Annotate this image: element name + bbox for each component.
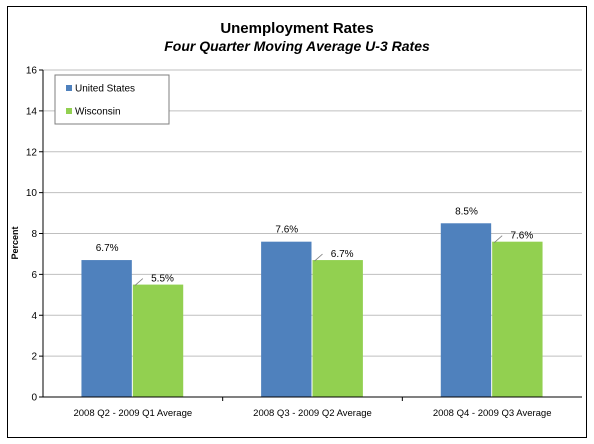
y-tick-label: 10	[26, 188, 38, 199]
chart-title: Unemployment Rates	[220, 20, 373, 37]
data-label-leader	[134, 278, 144, 286]
legend-swatch-wisconsin	[66, 108, 72, 114]
x-category-label: 2008 Q4 - 2009 Q3 Average	[433, 408, 552, 419]
bar-united-states	[440, 223, 492, 397]
data-label-wisconsin: 7.6%	[510, 231, 533, 242]
y-tick-label: 14	[26, 106, 38, 117]
y-tick-label: 16	[26, 66, 38, 77]
bar-wisconsin	[132, 284, 184, 397]
bar-wisconsin	[492, 241, 543, 397]
axes: 0 2 4 6 8 10 12 14 16 2008 Q2 - 2009 Q1 Average 20…	[26, 66, 582, 419]
data-labels: 6.7% 5.5% 7.6% 6.7% 8.5% 7.6%	[96, 206, 533, 286]
bar-wisconsin	[312, 260, 363, 397]
legend-swatch-united-states	[66, 85, 72, 91]
legend-label-wisconsin: Wisconsin	[75, 107, 121, 118]
chart-canvas: Unemployment Rates Four Quarter Moving A…	[10, 20, 582, 419]
chart-subtitle: Four Quarter Moving Average U-3 Rates	[164, 38, 430, 54]
y-tick-label: 6	[31, 270, 37, 281]
y-tick-label: 12	[26, 147, 38, 158]
data-label-wisconsin: 5.5%	[151, 274, 174, 285]
data-label-united-states: 6.7%	[96, 243, 119, 254]
legend-label-united-states: United States	[75, 84, 135, 95]
y-tick-label: 8	[31, 229, 37, 240]
y-tick-label: 0	[31, 393, 37, 404]
y-axis-title: Percent	[10, 226, 20, 259]
data-label-leader	[314, 253, 323, 262]
data-label-united-states: 8.5%	[455, 206, 478, 217]
x-category-label: 2008 Q3 - 2009 Q2 Average	[253, 408, 372, 419]
y-tick-label: 4	[31, 311, 37, 322]
data-label-wisconsin: 6.7%	[331, 249, 354, 260]
x-category-label: 2008 Q2 - 2009 Q1 Average	[73, 408, 192, 419]
bar-united-states	[81, 260, 132, 397]
bars	[81, 223, 543, 397]
chart-frame: Unemployment Rates Four Quarter Moving A…	[7, 6, 587, 438]
legend-box	[54, 74, 170, 125]
y-tick-label: 2	[31, 352, 37, 363]
data-label-united-states: 7.6%	[275, 225, 298, 236]
legend: United States Wisconsin	[54, 74, 170, 125]
data-label-leader	[493, 235, 503, 243]
bar-united-states	[261, 241, 312, 397]
